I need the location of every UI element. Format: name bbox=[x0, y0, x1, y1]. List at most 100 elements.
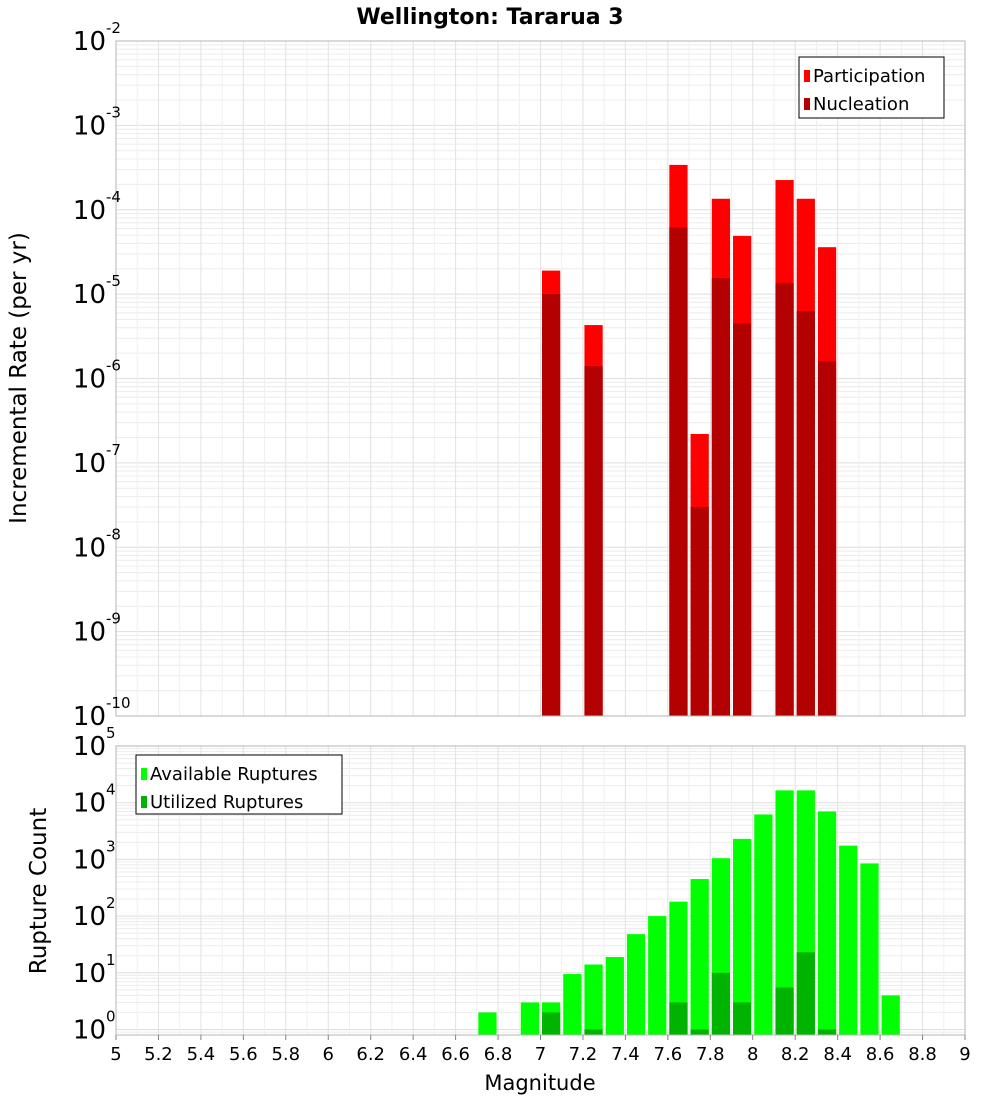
legend: Participation Nucleation bbox=[798, 56, 945, 119]
bar bbox=[648, 916, 667, 1035]
legend-swatch bbox=[804, 70, 810, 82]
x-tick-label: 7.6 bbox=[654, 1044, 683, 1065]
bar bbox=[711, 278, 731, 716]
y-tick-label: 10 bbox=[73, 280, 106, 310]
legend-label: Nucleation bbox=[813, 94, 909, 115]
y-tick-label: 10 bbox=[73, 449, 106, 479]
legend-swatch bbox=[804, 98, 810, 110]
bar bbox=[775, 283, 794, 716]
bar bbox=[860, 863, 879, 1035]
x-tick-label: 5.2 bbox=[144, 1044, 173, 1065]
bar bbox=[754, 814, 773, 1035]
bar bbox=[733, 1002, 752, 1035]
x-tick-label: 6 bbox=[323, 1044, 334, 1065]
x-tick-label: 7.8 bbox=[696, 1044, 725, 1065]
bar bbox=[690, 506, 709, 716]
y-tick-exponent: 4 bbox=[106, 781, 116, 799]
bar bbox=[478, 1012, 497, 1035]
bar bbox=[626, 934, 646, 1035]
bar bbox=[817, 361, 837, 716]
y-tick-exponent: -6 bbox=[106, 357, 121, 375]
bar bbox=[690, 879, 709, 1035]
y-tick-label: 10 bbox=[73, 902, 106, 932]
y-tick-exponent: 0 bbox=[106, 1008, 116, 1026]
bar bbox=[563, 974, 582, 1035]
bar bbox=[669, 227, 688, 716]
x-tick-label: 7 bbox=[535, 1044, 546, 1065]
chart-title: Wellington: Tararua 3 bbox=[356, 5, 623, 30]
legend-box bbox=[798, 56, 945, 119]
bar bbox=[817, 1029, 837, 1035]
y-tick-label: 10 bbox=[73, 789, 106, 819]
y-tick-label: 10 bbox=[73, 196, 106, 226]
x-tick-label: 6.8 bbox=[484, 1044, 513, 1065]
y-tick-label: 10 bbox=[73, 732, 106, 762]
x-tick-label: 7.4 bbox=[611, 1044, 640, 1065]
bar bbox=[796, 311, 815, 716]
x-tick-label: 8.4 bbox=[823, 1044, 852, 1065]
x-tick-label: 5 bbox=[110, 1044, 121, 1065]
bar bbox=[669, 1002, 688, 1035]
x-tick-label: 6.6 bbox=[441, 1044, 470, 1065]
x-tick-label: 5.4 bbox=[187, 1044, 216, 1065]
x-tick-label: 6.4 bbox=[399, 1044, 428, 1065]
y-tick-label: 10 bbox=[73, 533, 106, 563]
legend-label: Participation bbox=[813, 66, 925, 87]
bar bbox=[733, 838, 752, 1035]
bar bbox=[542, 1012, 561, 1035]
y-tick-exponent: 5 bbox=[106, 724, 116, 742]
x-tick-label: 7.2 bbox=[569, 1044, 598, 1065]
legend-label: Available Ruptures bbox=[150, 764, 318, 785]
x-tick-label: 8 bbox=[747, 1044, 758, 1065]
bar bbox=[669, 901, 688, 1035]
bar bbox=[711, 972, 731, 1035]
y-tick-label: 10 bbox=[73, 959, 106, 989]
x-axis-label: Magnitude bbox=[484, 1071, 595, 1095]
y-tick-exponent: -10 bbox=[106, 694, 131, 712]
bar bbox=[733, 323, 752, 716]
y-tick-exponent: -7 bbox=[106, 441, 121, 459]
y-tick-label: 10 bbox=[73, 111, 106, 141]
legend: Available Ruptures Utilized Ruptures bbox=[135, 754, 343, 815]
y-tick-exponent: -4 bbox=[106, 188, 121, 206]
plot-frame bbox=[115, 40, 966, 717]
legend-swatch bbox=[141, 796, 147, 808]
series-utilized-ruptures bbox=[542, 952, 837, 1035]
y-tick-exponent: -2 bbox=[106, 19, 121, 37]
x-tick-labels: 5 5.2 5.4 5.6 5.8 6 6.2 6.4 6.6 6.8 7 7.2 7.4 7.6 7.8 8… bbox=[110, 1035, 971, 1065]
series-nucleation bbox=[542, 227, 837, 716]
bar bbox=[796, 952, 815, 1035]
bar bbox=[584, 1029, 603, 1035]
y-tick-exponent: -3 bbox=[106, 103, 121, 121]
x-tick-label: 5.8 bbox=[271, 1044, 300, 1065]
legend-label: Utilized Ruptures bbox=[150, 792, 303, 813]
rate-y-axis-label: Incremental Rate (per yr) bbox=[6, 232, 32, 524]
y-tick-exponent: -5 bbox=[106, 272, 121, 290]
bar bbox=[584, 964, 603, 1035]
minor-gridlines bbox=[115, 41, 966, 717]
bar bbox=[520, 1002, 539, 1035]
x-tick-label: 6.2 bbox=[356, 1044, 385, 1065]
x-tick-label: 8.8 bbox=[908, 1044, 937, 1065]
y-tick-exponent: 3 bbox=[106, 837, 116, 855]
y-tick-exponent: -9 bbox=[106, 610, 121, 628]
y-tick-exponent: 1 bbox=[106, 951, 116, 969]
y-tick-label: 10 bbox=[73, 702, 106, 732]
count-panel: 10 010 110 210 310 410 55 5.2 5.4 5.6 5.8 6 6.2 6.4 6.… bbox=[73, 724, 971, 1065]
y-tick-label: 10 bbox=[73, 1016, 106, 1046]
bar bbox=[775, 987, 794, 1035]
y-tick-label: 10 bbox=[73, 845, 106, 875]
x-tick-label: 8.2 bbox=[781, 1044, 810, 1065]
bar bbox=[542, 294, 561, 716]
series-available-ruptures bbox=[478, 790, 900, 1035]
y-tick-label: 10 bbox=[73, 618, 106, 648]
x-tick-label: 5.6 bbox=[229, 1044, 258, 1065]
x-tick-label: 8.6 bbox=[866, 1044, 895, 1065]
bar bbox=[881, 995, 900, 1035]
count-y-axis-label: Rupture Count bbox=[26, 808, 52, 974]
bar bbox=[690, 1029, 709, 1035]
